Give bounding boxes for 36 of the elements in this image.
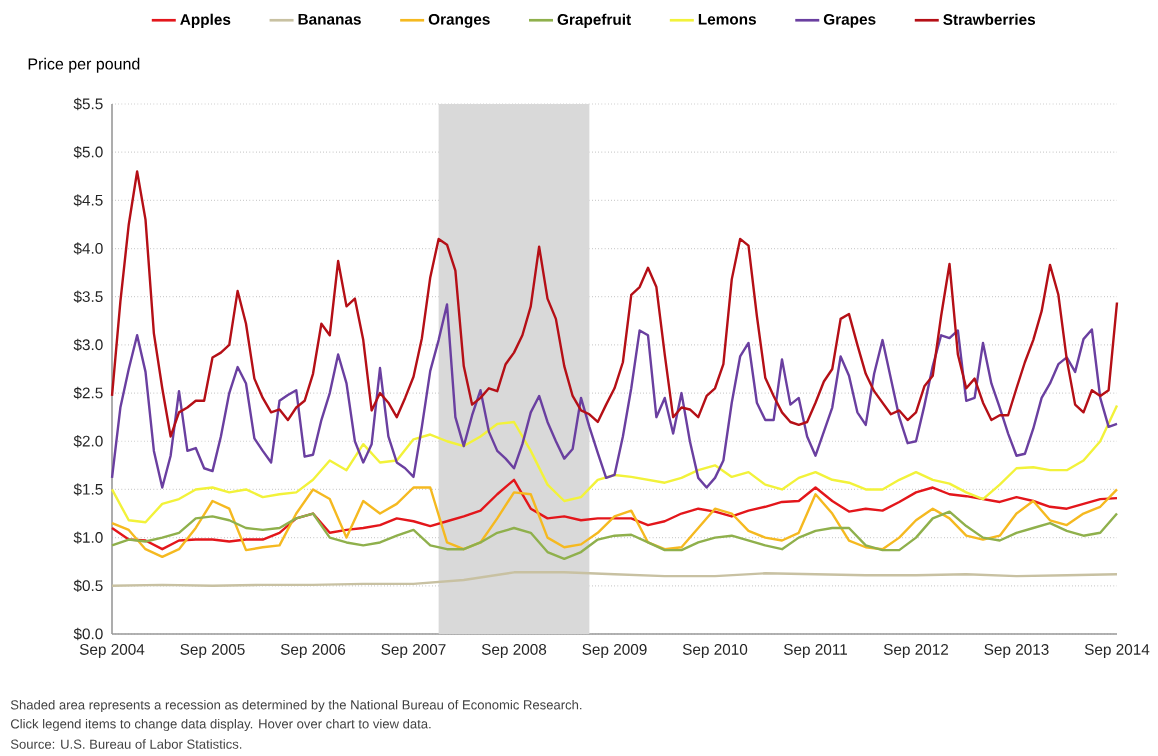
y-tick-label: $2.5: [73, 386, 103, 400]
y-tick-label: $3.0: [73, 338, 103, 352]
x-tick-label: Sep 2006: [280, 644, 346, 658]
y-tick-label: $5.5: [73, 97, 103, 111]
x-tick-label: Sep 2008: [481, 644, 547, 658]
y-tick-label: $0.5: [73, 579, 103, 593]
x-tick-label: Sep 2013: [984, 644, 1049, 658]
text: Shaded area represents a recession as determined by the National Bureau of Economic Research.: [10, 699, 582, 713]
y-axis-title: Price per pound: [28, 57, 140, 73]
y-tick-label: $1.5: [73, 483, 103, 496]
y-tick-label: $2.0: [73, 435, 103, 448]
line-series: [110, 571, 1119, 587]
line-series: [110, 486, 1119, 559]
x-tick-label: Sep 2004: [79, 644, 145, 658]
y-tick-label: $3.5: [73, 290, 103, 303]
y-tick-label: $0.0: [73, 627, 103, 641]
legend-label: Strawberries: [943, 13, 1036, 25]
x-tick-label: Sep 2009: [582, 644, 647, 658]
y-tick-label: $4.0: [73, 242, 103, 255]
x-tick-label: Sep 2011: [783, 644, 847, 658]
legend-label: Oranges: [428, 13, 490, 28]
legend-label: Grapefruit: [557, 13, 631, 28]
y-tick-label: $4.5: [73, 194, 103, 207]
legend-label: Bananas: [298, 13, 361, 25]
x-tick-label: Sep 2007: [381, 644, 446, 658]
y-tick-label: $5.0: [73, 145, 103, 159]
y-tick-label: $1.0: [73, 531, 103, 544]
x-tick-label: Sep 2014: [1084, 644, 1150, 658]
legend-label: Grapes: [823, 13, 876, 28]
x-tick-label: Sep 2012: [883, 644, 949, 658]
legend-label: Lemons: [698, 13, 756, 25]
x-tick-label: Sep 2005: [180, 644, 245, 658]
text: Click legend items to change data display. Hover over chart to view data.: [10, 718, 431, 732]
source-note: Source: U.S. Bureau of Labor Statistics.: [10, 739, 242, 749]
x-tick-label: Sep 2010: [682, 644, 748, 658]
legend-label: Apples: [180, 13, 231, 28]
